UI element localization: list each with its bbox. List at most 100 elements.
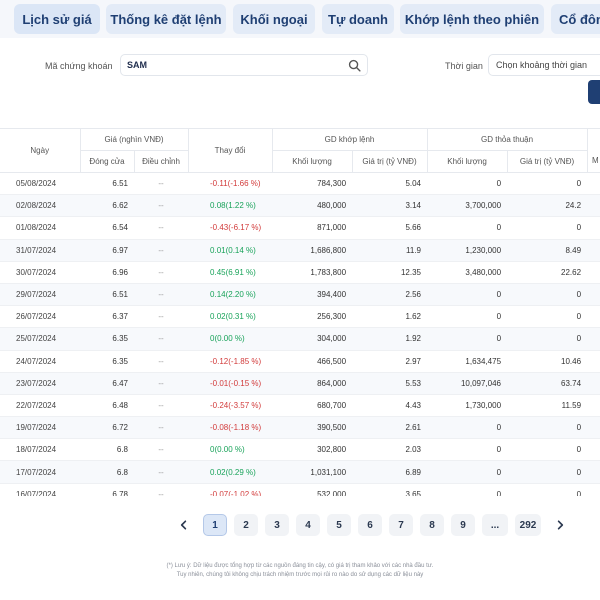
- cell-close: 6.54: [80, 216, 134, 240]
- cell-matched-volume: 864,000: [272, 372, 353, 395]
- table-row: 30/07/2024 6.96 -- 0.45(6.91 %) 1,783,800 12.…: [0, 261, 600, 284]
- page-button[interactable]: 4: [296, 514, 320, 536]
- page-button[interactable]: 3: [265, 514, 289, 536]
- search-icon[interactable]: [348, 59, 361, 72]
- tab-price-history[interactable]: Lịch sử giá: [14, 4, 100, 34]
- cell-change: 0(0.00 %): [188, 438, 273, 462]
- cell-deal-value: 0: [507, 172, 588, 196]
- cell-date: 31/07/2024: [0, 239, 80, 262]
- header-deal-value[interactable]: Giá trị (tỷ VNĐ): [507, 150, 588, 173]
- cell-matched-volume: 1,783,800: [272, 261, 353, 284]
- tab-shareholders[interactable]: Cổ đôn: [551, 4, 600, 34]
- cell-adjusted: --: [134, 372, 189, 395]
- cell-matched-volume: 390,500: [272, 416, 353, 440]
- tab-session-match[interactable]: Khớp lệnh theo phiên: [400, 4, 544, 34]
- chevron-right-icon: [557, 520, 564, 530]
- cell-change: 0(0.00 %): [188, 327, 273, 351]
- symbol-label: Mã chứng khoán: [45, 61, 113, 71]
- cell-date: 16/07/2024: [0, 483, 80, 496]
- cell-deal-value: 0: [507, 438, 588, 462]
- page-button[interactable]: 1: [203, 514, 227, 536]
- header-extra: [587, 128, 600, 173]
- cell-matched-volume: 1,031,100: [272, 460, 353, 484]
- cell-adjusted: --: [134, 416, 189, 440]
- cell-close: 6.35: [80, 327, 134, 351]
- page-button[interactable]: 9: [451, 514, 475, 536]
- next-page-button[interactable]: [548, 514, 572, 536]
- cell-extra: [587, 305, 600, 329]
- page-button[interactable]: 292: [515, 514, 541, 536]
- cell-matched-volume: 480,000: [272, 194, 353, 218]
- cell-matched-value: 5.66: [352, 216, 428, 240]
- table-row: 24/07/2024 6.35 -- -0.12(-1.85 %) 466,500 2.9…: [0, 350, 600, 373]
- cell-deal-volume: 3,480,000: [427, 261, 508, 284]
- tab-bar: Lịch sử giá Thống kê đặt lệnh Khối ngoại…: [0, 0, 600, 38]
- cell-deal-value: 0: [507, 283, 588, 307]
- cell-deal-value: 0: [507, 327, 588, 351]
- cell-close: 6.97: [80, 239, 134, 262]
- cell-extra: [587, 460, 600, 484]
- table-row: 26/07/2024 6.37 -- 0.02(0.31 %) 256,300 1.62 0…: [0, 305, 600, 329]
- cell-matched-value: 11.9: [352, 239, 428, 262]
- cell-close: 6.78: [80, 483, 134, 496]
- cell-date: 18/07/2024: [0, 438, 80, 462]
- cell-extra: [587, 483, 600, 496]
- cell-adjusted: --: [134, 483, 189, 496]
- cell-change: -0.43(-6.17 %): [188, 216, 273, 240]
- cell-deal-value: 0: [507, 416, 588, 440]
- cell-matched-value: 2.03: [352, 438, 428, 462]
- cell-matched-value: 1.62: [352, 305, 428, 329]
- tab-foreign[interactable]: Khối ngoại: [233, 4, 315, 34]
- cell-date: 02/08/2024: [0, 194, 80, 218]
- cell-adjusted: --: [134, 350, 189, 373]
- cell-date: 30/07/2024: [0, 261, 80, 284]
- cell-close: 6.51: [80, 172, 134, 196]
- table-row: 16/07/2024 6.78 -- -0.07(-1.02 %) 532,000 3.6…: [0, 483, 600, 496]
- header-adjusted[interactable]: Điều chỉnh: [134, 150, 189, 173]
- cell-deal-value: 8.49: [507, 239, 588, 262]
- page-button[interactable]: 5: [327, 514, 351, 536]
- header-deal-group: GD thỏa thuận: [427, 128, 588, 151]
- cell-matched-value: 4.43: [352, 394, 428, 418]
- table-row: 18/07/2024 6.8 -- 0(0.00 %) 302,800 2.03 0 0: [0, 438, 600, 462]
- cell-matched-value: 2.56: [352, 283, 428, 307]
- page-button[interactable]: 2: [234, 514, 258, 536]
- header-close[interactable]: Đóng cửa: [80, 150, 135, 173]
- cell-date: 25/07/2024: [0, 327, 80, 351]
- cell-date: 23/07/2024: [0, 372, 80, 395]
- tab-proprietary[interactable]: Tự doanh: [322, 4, 394, 34]
- tab-order-stats[interactable]: Thống kê đặt lệnh: [106, 4, 226, 34]
- cell-deal-value: 63.74: [507, 372, 588, 395]
- table-body: 05/08/2024 6.51 -- -0.11(-1.66 %) 784,300 5.0…: [0, 172, 600, 496]
- cell-matched-volume: 680,700: [272, 394, 353, 418]
- cell-matched-volume: 784,300: [272, 172, 353, 196]
- cell-adjusted: --: [134, 305, 189, 329]
- cell-extra: [587, 350, 600, 373]
- header-price-group: Giá (nghìn VNĐ): [80, 128, 189, 151]
- table-row: 02/08/2024 6.62 -- 0.08(1.22 %) 480,000 3.14 3…: [0, 194, 600, 218]
- header-date[interactable]: Ngày: [0, 128, 81, 173]
- cell-change: -0.24(-3.57 %): [188, 394, 273, 418]
- header-change[interactable]: Thay đổi: [188, 128, 273, 173]
- prev-page-button[interactable]: [172, 514, 196, 536]
- cell-matched-value: 6.89: [352, 460, 428, 484]
- symbol-input[interactable]: [127, 58, 337, 72]
- page-button[interactable]: 6: [358, 514, 382, 536]
- cell-close: 6.48: [80, 394, 134, 418]
- cell-close: 6.96: [80, 261, 134, 284]
- cell-deal-value: 22.62: [507, 261, 588, 284]
- search-button[interactable]: [588, 80, 600, 104]
- symbol-search-box[interactable]: [120, 54, 368, 76]
- header-matched-value[interactable]: Giá trị (tỷ VNĐ): [352, 150, 428, 173]
- table-row: 25/07/2024 6.35 -- 0(0.00 %) 304,000 1.92 0 0: [0, 327, 600, 351]
- cell-adjusted: --: [134, 394, 189, 418]
- time-range-picker[interactable]: Chọn khoảng thời gian: [488, 54, 600, 76]
- filter-bar: Mã chứng khoán Thời gian Chọn khoảng thờ…: [0, 50, 600, 80]
- header-deal-volume[interactable]: Khối lượng: [427, 150, 508, 173]
- cell-matched-value: 3.14: [352, 194, 428, 218]
- cell-matched-volume: 394,400: [272, 283, 353, 307]
- header-matched-volume[interactable]: Khối lượng: [272, 150, 353, 173]
- cell-extra: [587, 372, 600, 395]
- page-button[interactable]: 7: [389, 514, 413, 536]
- page-button[interactable]: 8: [420, 514, 444, 536]
